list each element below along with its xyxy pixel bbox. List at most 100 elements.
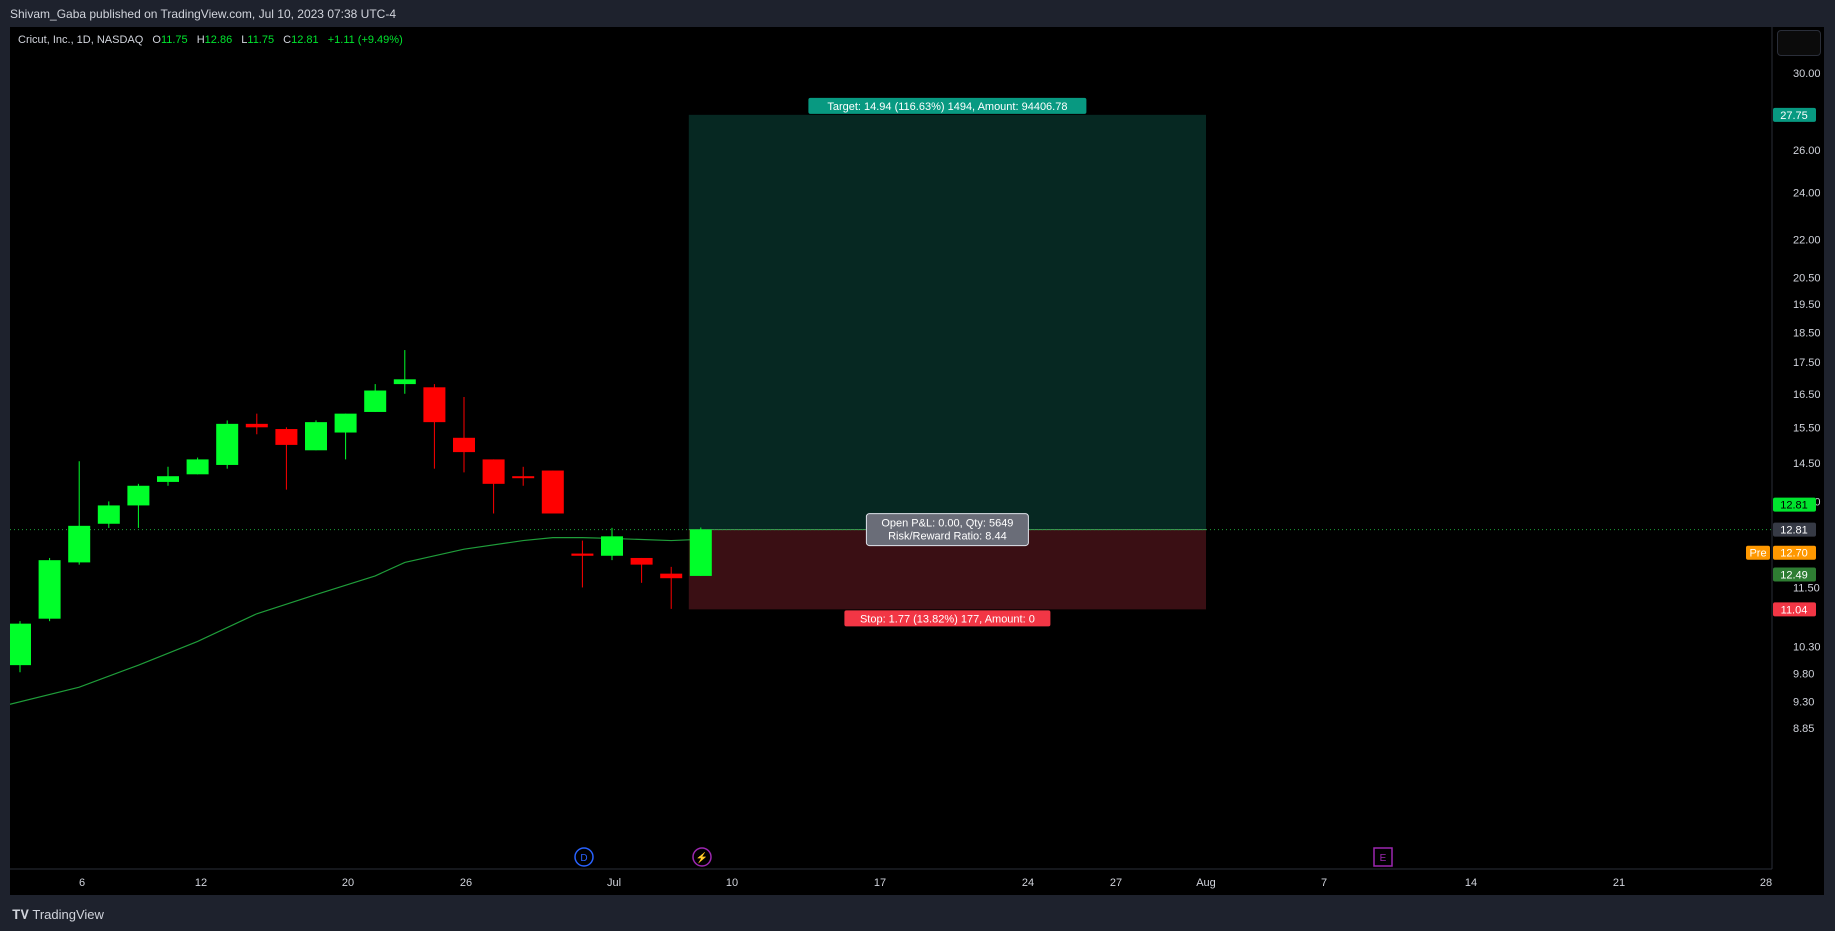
time-tick-label: 12: [195, 877, 207, 889]
price-tick-label: 18.50: [1793, 327, 1821, 339]
time-tick-label: 21: [1613, 877, 1625, 889]
price-tick-label: 20.50: [1793, 272, 1821, 284]
high-label: H: [196, 34, 205, 46]
candle-body[interactable]: [512, 476, 535, 479]
candle-body[interactable]: [38, 560, 61, 619]
moving-average-line: [10, 536, 701, 705]
stop-label: Stop: 1.77 (13.82%) 177, Amount: 0: [860, 613, 1035, 625]
tv-icon: 𝐓𝐕: [12, 907, 33, 922]
target-price-tag: 27.75: [1780, 110, 1808, 122]
candle-body[interactable]: [423, 387, 446, 423]
time-tick-label: 27: [1110, 877, 1122, 889]
stop-price-tag-bg: [1773, 602, 1816, 617]
split-event-marker[interactable]: [692, 847, 712, 867]
time-tick-label: 26: [460, 877, 472, 889]
target-price-tag-bg: [1773, 107, 1816, 122]
time-tick-label: 7: [1321, 877, 1327, 889]
stop-label-bg: [844, 610, 1051, 627]
target-label: Target: 14.94 (116.63%) 1494, Amount: 94…: [827, 101, 1067, 113]
other-price-tag: 12.49: [1780, 570, 1808, 582]
dividend-event-marker[interactable]: [574, 847, 594, 867]
event-marker-label: D: [580, 853, 587, 864]
candle-body[interactable]: [68, 525, 91, 563]
candle-body[interactable]: [660, 573, 683, 579]
candle-body[interactable]: [571, 553, 594, 556]
high-value: 12.86: [204, 34, 233, 46]
time-tick-label: 6: [79, 877, 85, 889]
candle-body[interactable]: [186, 459, 209, 475]
price-tick-label: 19.50: [1793, 299, 1821, 311]
candle-body[interactable]: [630, 557, 653, 565]
close-label: C: [283, 34, 292, 46]
target-label-bg: [808, 97, 1087, 114]
pre-market-price-tag: 12.70: [1780, 548, 1808, 560]
candle-body[interactable]: [127, 485, 150, 506]
last-price-tag-dark-bg: [1773, 522, 1816, 537]
chart-canvas[interactable]: 30.00 26.00 24.00 22.00 20.50 19.50 18.50 17.50…: [10, 27, 1824, 895]
last-price-tag: 12.81: [1780, 500, 1808, 512]
time-tick-label: 28: [1760, 877, 1772, 889]
candle-body[interactable]: [157, 476, 179, 482]
candle-body[interactable]: [10, 623, 31, 666]
earnings-event-marker[interactable]: [1373, 847, 1393, 867]
pnl-line-2: Risk/Reward Ratio: 8.44: [888, 531, 1007, 543]
candle-body[interactable]: [393, 379, 416, 385]
event-marker-label: E: [1380, 853, 1387, 864]
candle-body[interactable]: [364, 390, 387, 412]
price-tick-label: 15.50: [1793, 422, 1821, 434]
price-tick-label: 9.30: [1793, 696, 1814, 708]
last-price-tag-dark: 12.81: [1780, 525, 1808, 537]
price-tick-label: 16.50: [1793, 389, 1821, 401]
time-tick-label: 14: [1465, 877, 1477, 889]
publisher-text: Shivam_Gaba published on TradingView.com…: [10, 7, 397, 21]
ohlc-legend: Cricut, Inc., 1D, NASDAQ O 11.75 H12.86 L…: [18, 34, 403, 46]
chart-pane[interactable]: 30.00 26.00 24.00 22.00 20.50 19.50 18.50 17.50…: [10, 27, 1824, 895]
price-tick-label: 8.85: [1793, 723, 1814, 735]
time-tick-label: 10: [726, 877, 738, 889]
price-tick-label: 17.50: [1793, 357, 1821, 369]
pnl-box[interactable]: [865, 513, 1029, 547]
time-tick-label: 20: [342, 877, 354, 889]
price-tick-label: 30.00: [1793, 68, 1821, 80]
symbol-label: Cricut, Inc., 1D, NASDAQ: [18, 34, 144, 46]
candle-body[interactable]: [305, 422, 327, 451]
candle-body[interactable]: [482, 459, 505, 484]
open-label: O: [152, 34, 161, 46]
pre-label: Pre: [1749, 548, 1766, 560]
time-tick-label: Jul: [607, 877, 621, 889]
change-value: +1.11 (+9.49%): [327, 34, 403, 46]
candle-body[interactable]: [601, 536, 623, 556]
other-price-tag-bg: [1773, 567, 1816, 582]
price-tick-label: 26.00: [1793, 145, 1821, 157]
candle-body[interactable]: [689, 529, 712, 576]
event-marker-label: ⚡: [696, 851, 708, 864]
candle-body[interactable]: [275, 429, 298, 445]
candle-body[interactable]: [541, 470, 564, 514]
price-tick-label: 11.50: [1793, 582, 1820, 594]
time-tick-label: 24: [1022, 877, 1034, 889]
brand-label: TradingView: [32, 907, 104, 922]
pre-label-bg: [1746, 545, 1770, 560]
tradingview-logo: 𝐓𝐕 TradingView: [12, 907, 104, 923]
stop-price-tag: 11.04: [1781, 604, 1808, 616]
price-tick-label: 9.80: [1793, 668, 1814, 680]
price-tick-label: 10.30: [1793, 642, 1821, 654]
candle-body[interactable]: [334, 413, 357, 433]
time-tick-label: Aug: [1196, 877, 1216, 889]
footer-bar: 𝐓𝐕 TradingView: [0, 895, 1835, 931]
price-tick-label: 14.50: [1793, 458, 1821, 470]
candle-body[interactable]: [216, 423, 239, 465]
low-label: L: [241, 34, 248, 46]
price-tick-label: 22.00: [1793, 234, 1821, 246]
target-zone[interactable]: [688, 114, 1206, 530]
low-value: 11.75: [247, 34, 275, 46]
price-tick-label: 24.00: [1793, 188, 1821, 200]
candle-body[interactable]: [97, 505, 120, 524]
pnl-line-1: Open P&L: 0.00, Qty: 5649: [881, 518, 1013, 530]
candle-body[interactable]: [453, 437, 475, 453]
pre-market-price-tag-bg: [1773, 545, 1816, 560]
candle-body[interactable]: [245, 423, 268, 428]
chart-settings-button[interactable]: [1777, 30, 1821, 56]
time-tick-label: 17: [874, 877, 886, 889]
close-value: 12.81: [291, 34, 319, 46]
